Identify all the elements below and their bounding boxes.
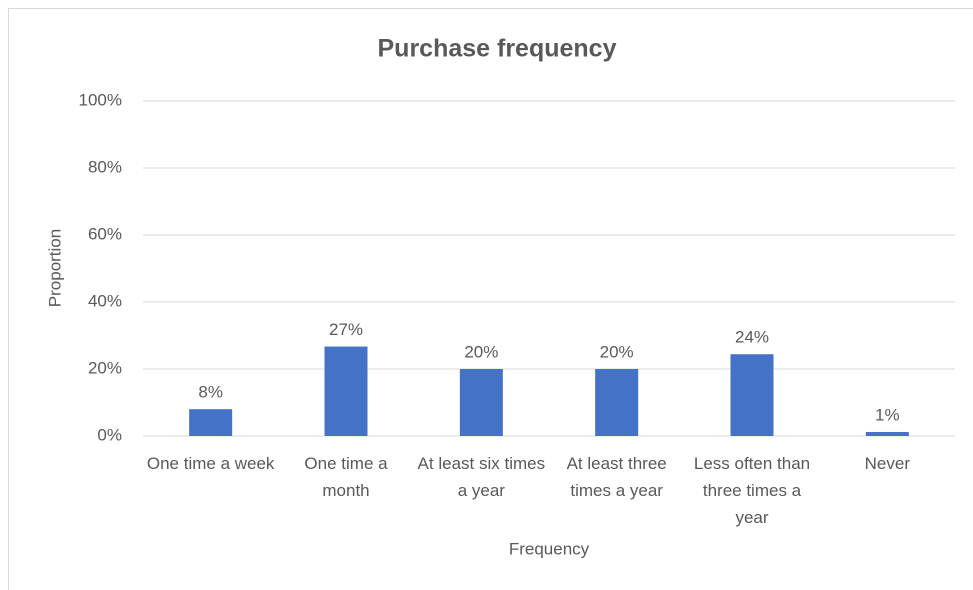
x-tick-label: At least three times a year (566, 454, 667, 500)
x-tick-label: At least six times a year (417, 454, 546, 500)
y-tick-label: 100% (79, 90, 122, 109)
bar (730, 354, 774, 436)
x-tick-label: One time a week (146, 454, 275, 473)
data-label: 20% (464, 342, 498, 361)
x-tick-label: Never (864, 454, 910, 473)
data-label: 20% (600, 342, 634, 361)
y-tick-label: 80% (88, 157, 122, 176)
x-axis-label: Frequency (509, 539, 590, 558)
data-label: 27% (329, 320, 363, 339)
data-label: 1% (875, 405, 900, 424)
bar (459, 369, 503, 436)
bar (595, 369, 639, 436)
data-label: 8% (198, 383, 223, 402)
y-axis-label: Proportion (45, 229, 64, 307)
y-tick-label: 40% (88, 291, 122, 310)
data-label: 24% (735, 328, 769, 347)
y-tick-label: 60% (88, 224, 122, 243)
chart-title: Purchase frequency (378, 35, 617, 63)
bar (189, 409, 233, 436)
bar (865, 431, 909, 436)
x-tick-label: One time a month (304, 454, 388, 500)
bar (324, 346, 368, 436)
x-tick-label: Less often than three times a year (693, 454, 811, 527)
y-tick-label: 20% (88, 358, 122, 377)
y-tick-label: 0% (97, 425, 122, 444)
